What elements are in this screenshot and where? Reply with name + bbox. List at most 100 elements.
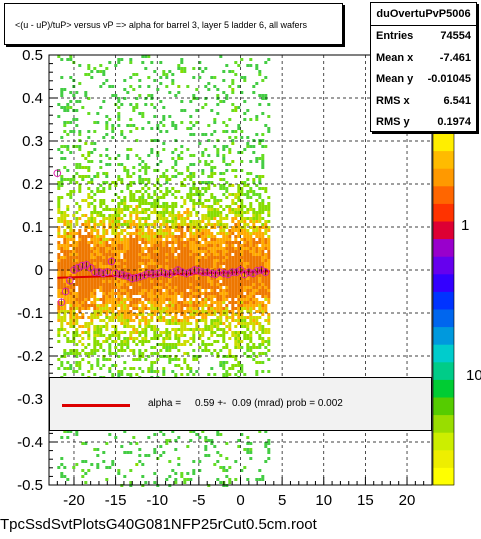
heatmap-cell bbox=[150, 298, 154, 301]
heatmap-cell bbox=[240, 469, 244, 472]
heatmap-cell bbox=[198, 181, 202, 184]
heatmap-cell bbox=[138, 367, 142, 370]
heatmap-cell bbox=[216, 355, 220, 358]
heatmap-cell bbox=[99, 241, 103, 244]
heatmap-cell bbox=[114, 304, 118, 307]
heatmap-cell bbox=[261, 208, 265, 211]
heatmap-cell bbox=[165, 442, 169, 445]
heatmap-cell bbox=[180, 157, 184, 160]
heatmap-cell bbox=[171, 292, 175, 295]
heatmap-cell bbox=[246, 262, 250, 265]
heatmap-cell bbox=[87, 232, 91, 235]
heatmap-cell bbox=[237, 235, 241, 238]
x-tick-label: -15 bbox=[105, 492, 127, 509]
heatmap-cell bbox=[90, 319, 94, 322]
heatmap-cell bbox=[138, 325, 142, 328]
heatmap-cell bbox=[78, 217, 82, 220]
heatmap-cell bbox=[195, 292, 199, 295]
heatmap-cell bbox=[102, 247, 106, 250]
heatmap-cell bbox=[234, 211, 238, 214]
heatmap-cell bbox=[105, 277, 109, 280]
heatmap-cell bbox=[129, 211, 133, 214]
heatmap-cell bbox=[243, 277, 247, 280]
heatmap-cell bbox=[96, 121, 100, 124]
heatmap-cell bbox=[192, 307, 196, 310]
heatmap-cell bbox=[96, 211, 100, 214]
heatmap-cell bbox=[90, 142, 94, 145]
heatmap-cell bbox=[135, 214, 139, 217]
heatmap-cell bbox=[171, 268, 175, 271]
heatmap-cell bbox=[66, 220, 70, 223]
profile-point bbox=[153, 269, 162, 278]
heatmap-cell bbox=[135, 331, 139, 334]
heatmap-cell bbox=[135, 463, 139, 466]
heatmap-cell bbox=[117, 112, 121, 115]
heatmap-cell bbox=[237, 253, 241, 256]
heatmap-cell bbox=[120, 211, 124, 214]
heatmap-cell bbox=[93, 307, 97, 310]
heatmap-cell bbox=[225, 361, 229, 364]
heatmap-cell bbox=[126, 373, 130, 376]
heatmap-cell bbox=[255, 175, 259, 178]
heatmap-cell bbox=[156, 199, 160, 202]
heatmap-cell bbox=[153, 238, 157, 241]
heatmap-cell bbox=[201, 106, 205, 109]
heatmap-cell bbox=[234, 346, 238, 349]
heatmap-cell bbox=[201, 292, 205, 295]
heatmap-cell bbox=[138, 226, 142, 229]
heatmap-cell bbox=[72, 322, 76, 325]
heatmap-cell bbox=[63, 313, 67, 316]
heatmap-cell bbox=[177, 85, 181, 88]
heatmap-cell bbox=[159, 316, 163, 319]
heatmap-cell bbox=[111, 325, 115, 328]
heatmap-cell bbox=[231, 202, 235, 205]
heatmap-cell bbox=[105, 247, 109, 250]
heatmap-cell bbox=[129, 220, 133, 223]
heatmap-cell bbox=[267, 265, 271, 268]
heatmap-cell bbox=[129, 232, 133, 235]
heatmap-cell bbox=[219, 481, 223, 484]
heatmap-cell bbox=[96, 253, 100, 256]
heatmap-cell bbox=[183, 256, 187, 259]
heatmap-cell bbox=[234, 286, 238, 289]
heatmap-cell bbox=[99, 64, 103, 67]
heatmap-cell bbox=[72, 256, 76, 259]
heatmap-cell bbox=[177, 457, 181, 460]
heatmap-cell bbox=[105, 238, 109, 241]
heatmap-cell bbox=[180, 331, 184, 334]
heatmap-cell bbox=[60, 262, 64, 265]
heatmap-cell bbox=[165, 346, 169, 349]
colorbar-segment bbox=[433, 185, 454, 204]
heatmap-cell bbox=[129, 184, 133, 187]
heatmap-cell bbox=[249, 319, 253, 322]
heatmap-cell bbox=[102, 232, 106, 235]
heatmap-cell bbox=[138, 112, 142, 115]
colorbar-segment bbox=[433, 150, 454, 169]
heatmap-cell bbox=[216, 94, 220, 97]
heatmap-cell bbox=[210, 208, 214, 211]
heatmap-cell bbox=[249, 235, 253, 238]
heatmap-cell bbox=[60, 457, 64, 460]
heatmap-cell bbox=[117, 253, 121, 256]
heatmap-cell bbox=[135, 268, 139, 271]
heatmap-cell bbox=[240, 319, 244, 322]
heatmap-cell bbox=[252, 250, 256, 253]
heatmap-cell bbox=[150, 262, 154, 265]
heatmap-cell bbox=[198, 226, 202, 229]
heatmap-cell bbox=[222, 373, 226, 376]
heatmap-cell bbox=[105, 466, 109, 469]
heatmap-cell bbox=[144, 331, 148, 334]
heatmap-cell bbox=[57, 244, 61, 247]
heatmap-cell bbox=[195, 88, 199, 91]
heatmap-cell bbox=[189, 247, 193, 250]
heatmap-cell bbox=[237, 280, 241, 283]
heatmap-cell bbox=[81, 244, 85, 247]
heatmap-cell bbox=[237, 124, 241, 127]
heatmap-cell bbox=[120, 301, 124, 304]
heatmap-cell bbox=[102, 334, 106, 337]
heatmap-cell bbox=[78, 100, 82, 103]
heatmap-cell bbox=[111, 268, 115, 271]
heatmap-cell bbox=[63, 328, 67, 331]
heatmap-cell bbox=[243, 307, 247, 310]
heatmap-cell bbox=[66, 271, 70, 274]
